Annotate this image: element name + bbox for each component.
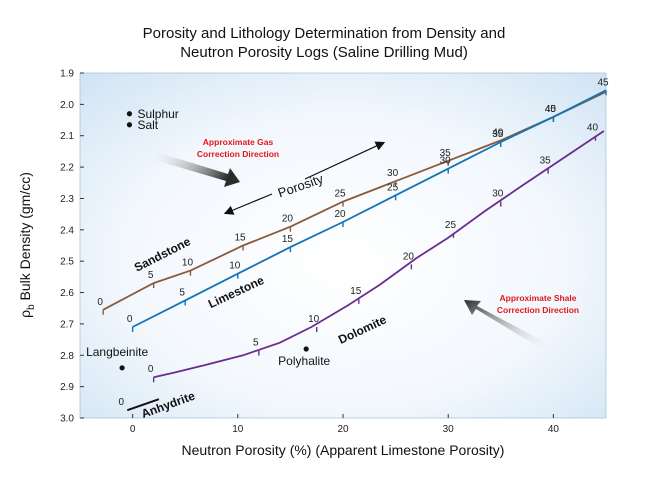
series-limestone-porosity-0: 0 xyxy=(127,314,133,325)
series-limestone-porosity-10: 10 xyxy=(229,261,241,272)
series-sandstone-porosity-30: 30 xyxy=(387,168,399,179)
series-limestone-porosity-30: 30 xyxy=(440,156,452,167)
chart-title-line-1: Porosity and Lithology Determination fro… xyxy=(142,25,506,42)
series-sandstone-porosity-40: 40 xyxy=(492,127,504,138)
chart-title: Porosity and Lithology Determination fro… xyxy=(0,24,648,62)
gas-correction-arrow xyxy=(148,150,240,187)
series-dolomite-porosity-30: 30 xyxy=(492,189,504,200)
y-tick-label-2-9: 2.9 xyxy=(60,382,74,393)
y-tick-label-2-3: 2.3 xyxy=(60,194,74,205)
series-limestone-porosity-20: 20 xyxy=(334,209,346,220)
series-sandstone-porosity-15: 15 xyxy=(234,233,246,244)
y-tick-label-3-0: 3.0 xyxy=(60,414,74,425)
y-axis-label-sub: b xyxy=(26,304,37,310)
series-limestone-porosity-25: 25 xyxy=(387,182,399,193)
series-dolomite-porosity-5: 5 xyxy=(253,338,259,349)
series-dolomite-porosity-0: 0 xyxy=(148,364,154,375)
y-tick-label-1-9: 1.9 xyxy=(60,69,74,80)
porosity-direction-arrow-up xyxy=(304,141,386,180)
y-tick-label-2-6: 2.6 xyxy=(60,288,74,299)
mineral-polyhalite-label: Polyhalite xyxy=(278,354,330,368)
x-axis-ticks: 0 10 20 30 40 xyxy=(130,414,560,435)
y-tick-label-2-5: 2.5 xyxy=(60,257,74,268)
x-tick-label-40: 40 xyxy=(548,424,560,435)
y-tick-label-2-1: 2.1 xyxy=(60,131,74,142)
x-tick-label-10: 10 xyxy=(232,424,244,435)
series-limestone-porosity-40: 40 xyxy=(545,104,557,115)
plot-area xyxy=(79,72,607,419)
series-sandstone-porosity-0: 0 xyxy=(97,297,103,308)
chart-title-line-2: Neutron Porosity Logs (Saline Drilling M… xyxy=(180,44,468,61)
y-tick-label-2-4: 2.4 xyxy=(60,225,74,236)
mineral-sulphur-label: Sulphur xyxy=(137,107,178,121)
shale-note-line-1: Approximate Shale xyxy=(500,293,577,303)
y-tick-label-2-7: 2.7 xyxy=(60,319,74,330)
series-anhydrite-line xyxy=(126,398,160,412)
series-limestone-porosity-15: 15 xyxy=(282,234,294,245)
mineral-sulphur-point xyxy=(126,111,133,117)
x-tick-label-30: 30 xyxy=(443,424,455,435)
porosity-direction-arrow-down xyxy=(223,193,273,215)
series-dolomite-porosity-25: 25 xyxy=(445,220,457,231)
x-tick-label-0: 0 xyxy=(130,424,136,435)
series-sandstone-porosity-35: 35 xyxy=(440,148,452,159)
series-dolomite-line xyxy=(153,130,605,379)
series-limestone-porosity-5: 5 xyxy=(179,287,185,298)
series-dolomite-porosity-40: 40 xyxy=(587,123,599,134)
mineral-salt-point xyxy=(126,122,133,128)
y-tick-label-2-8: 2.8 xyxy=(60,351,74,362)
shale-note-line-2: Correction Direction xyxy=(497,305,579,315)
y-axis-label-rest: Bulk Density (gm/cc) xyxy=(17,172,33,304)
gas-note-line-2: Correction Direction xyxy=(197,149,279,159)
gas-note-line-1: Approximate Gas xyxy=(203,137,274,147)
mineral-salt-label: Salt xyxy=(137,118,158,132)
x-axis-label: Neutron Porosity (%) (Apparent Limestone… xyxy=(182,442,505,458)
series-sandstone-porosity-20: 20 xyxy=(282,214,294,225)
series-dolomite-porosity-20: 20 xyxy=(403,251,415,262)
series-layer xyxy=(102,89,607,412)
series-limestone-porosity-45: 45 xyxy=(597,77,609,88)
y-tick-label-2-0: 2.0 xyxy=(60,100,74,111)
y-axis-label-rho: ρ xyxy=(17,310,33,318)
series-sandstone-porosity-5: 5 xyxy=(148,270,154,281)
shale-correction-arrow xyxy=(464,300,552,353)
series-limestone-line xyxy=(132,89,607,328)
y-axis-ticks: 1.9 2.0 2.1 2.2 2.3 2.4 2.5 2.6 2.7 2.8 2.9 3.0 xyxy=(60,69,84,425)
mineral-polyhalite-point xyxy=(303,346,309,352)
series-sandstone-porosity-45: 45 xyxy=(545,104,557,115)
series-dolomite-porosity-15: 15 xyxy=(350,286,362,297)
series-anhydrite-porosity-0: 0 xyxy=(119,397,125,408)
y-tick-label-2-2: 2.2 xyxy=(60,163,74,174)
mineral-langbeinite-point xyxy=(119,365,125,371)
series-dolomite-porosity-10: 10 xyxy=(308,314,320,325)
series-sandstone-porosity-25: 25 xyxy=(334,189,346,200)
series-dolomite-porosity-35: 35 xyxy=(540,156,552,167)
mineral-langbeinite-label: Langbeinite xyxy=(86,345,148,359)
series-sandstone-porosity-10: 10 xyxy=(182,258,194,269)
series-limestone-porosity-35: 35 xyxy=(492,129,504,140)
y-axis-label: ρb Bulk Density (gm/cc) xyxy=(17,172,37,318)
x-tick-label-20: 20 xyxy=(337,424,349,435)
